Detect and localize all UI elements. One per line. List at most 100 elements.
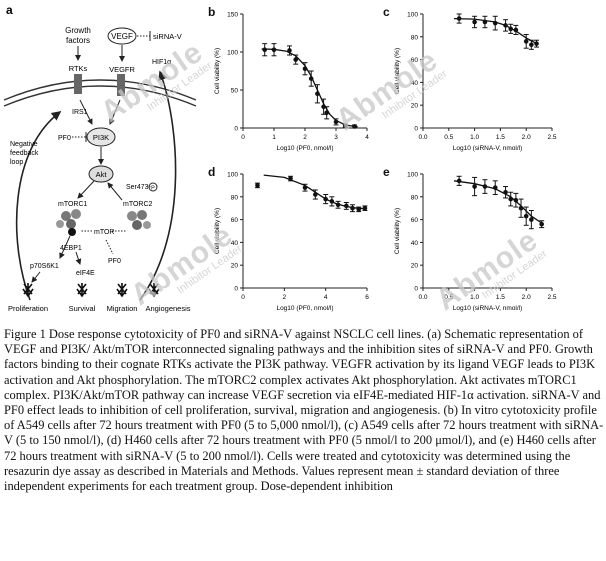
panel-a-letter: a: [6, 3, 13, 17]
panel-d-letter: d: [208, 165, 216, 179]
x-tick-label: 0.0: [418, 294, 427, 301]
outcome-arrows: [22, 283, 160, 298]
x-axis-label: Log10 (siRNA-V, nmol/l): [453, 145, 522, 152]
ser473-label: Ser473-: [126, 184, 152, 191]
4ebp1-label: 4EBP1: [60, 245, 82, 252]
y-tick-label: 40: [411, 80, 419, 87]
y-tick-label: 100: [227, 50, 238, 57]
x-tick-label: 0: [241, 294, 245, 301]
y-tick-label: 40: [411, 240, 419, 247]
x-tick-label: 0.5: [444, 134, 453, 141]
data-point: [333, 119, 339, 125]
data-point: [523, 213, 529, 219]
y-tick-label: 20: [411, 103, 419, 110]
data-point: [262, 47, 267, 53]
x-tick-label: 3: [334, 134, 338, 141]
data-point: [343, 123, 348, 129]
vegfr-label: VEGFR: [109, 65, 135, 74]
data-point: [350, 205, 355, 211]
y-tick-label: 80: [231, 194, 239, 201]
x-tick-label: 0: [241, 134, 245, 141]
data-point: [513, 197, 519, 203]
data-point: [534, 41, 539, 46]
x-tick-label: 2.5: [547, 134, 556, 141]
x-tick-label: 2: [303, 134, 307, 141]
panel-b-letter: b: [208, 5, 216, 19]
data-point: [529, 217, 534, 222]
data-point: [313, 192, 318, 197]
data-point: [344, 203, 349, 209]
x-axis-label: Log10 (siRNA-V, nmol/l): [453, 305, 522, 312]
y-tick-label: 100: [407, 172, 418, 179]
negative-label: Negative: [10, 141, 38, 148]
x-tick-label: 6: [365, 294, 369, 301]
y-tick-label: 60: [231, 217, 239, 224]
data-point: [539, 221, 544, 227]
data-point: [271, 47, 277, 53]
data-point: [293, 57, 298, 62]
data-point: [482, 19, 488, 25]
data-point: [482, 184, 488, 189]
rtks-label: RTKs: [69, 64, 88, 73]
y-tick-label: 60: [411, 57, 419, 64]
y-axis-label: Cell viability (%): [394, 48, 401, 94]
data-point: [529, 42, 534, 48]
data-point: [321, 104, 326, 110]
data-point: [255, 183, 260, 188]
x-tick-label: 1.0: [470, 294, 479, 301]
data-point: [523, 39, 529, 44]
x-tick-label: 2.0: [522, 294, 531, 301]
data-point: [472, 184, 477, 189]
data-point: [308, 76, 314, 81]
panel-c-letter: c: [383, 5, 390, 19]
y-tick-label: 20: [231, 263, 239, 270]
data-point: [508, 26, 514, 32]
data-point: [472, 19, 477, 25]
data-point: [288, 176, 293, 181]
mtorc1-complex: [56, 209, 81, 236]
survival-label: Survival: [69, 304, 96, 313]
figure-caption: Figure 1 Dose response cytotoxicity of P…: [4, 327, 604, 494]
pi3k-node: [86, 127, 116, 147]
data-point: [324, 110, 329, 116]
x-tick-label: 0.0: [418, 134, 427, 141]
chart-b: 0 50 100 150 0 1 2 3 4 Log10 (PF0, nmol/l) Cell vi…: [214, 12, 369, 153]
data-point: [456, 178, 462, 184]
data-point: [513, 27, 519, 33]
data-point: [492, 20, 498, 26]
data-point: [302, 66, 308, 72]
vegf-label: VEGF: [111, 32, 133, 41]
vegf-node: [107, 27, 137, 45]
y-tick-label: 20: [411, 263, 419, 270]
x-tick-label: 1.5: [496, 134, 505, 141]
x-axis-label: Log10 (PF0, nmol/l): [276, 305, 333, 312]
data-point: [329, 199, 335, 204]
data-point: [302, 185, 308, 190]
feedback-label: feedback: [10, 150, 39, 157]
growth-factors-label: Growth: [65, 26, 91, 35]
data-point: [352, 124, 357, 129]
chart-d: 0 20 40 60 80 100 0 2 4 6 Log10 (PF0, nmol/l) Cell …: [214, 172, 369, 313]
data-point: [492, 185, 498, 190]
hif-label: HIF1α: [152, 59, 171, 66]
figure: a Growth factors RTKs VEGF siRNA-V VEGFR…: [3, 3, 557, 317]
pathway-diagram: a Growth factors RTKs VEGF siRNA-V VEGFR…: [3, 3, 197, 313]
p70s6k1-label: p70S6K1: [30, 263, 59, 270]
x-tick-label: 4: [365, 134, 369, 141]
akt-node: [88, 165, 114, 183]
y-axis-label: Cell viability (%): [394, 208, 401, 254]
akt-label: Akt: [96, 170, 108, 179]
y-axis-label: Cell viability (%): [214, 208, 221, 254]
data-point: [503, 23, 508, 28]
data-point: [335, 202, 341, 208]
chart-e: 0 20 40 60 80 100 0.0 0.5 1.0 1.5 2.0 2.5 Log10 (siR…: [394, 172, 557, 313]
phospho-label: P: [151, 186, 155, 192]
mtorc2-complex: [127, 210, 151, 230]
y-tick-label: 50: [231, 88, 239, 95]
data-point: [508, 196, 514, 202]
pi3k-label: PI3K: [93, 133, 109, 142]
data-point: [456, 16, 462, 21]
data-point: [503, 189, 508, 195]
angiogenesis-label: Angiogenesis: [145, 304, 190, 313]
loop-label: loop: [10, 159, 23, 166]
